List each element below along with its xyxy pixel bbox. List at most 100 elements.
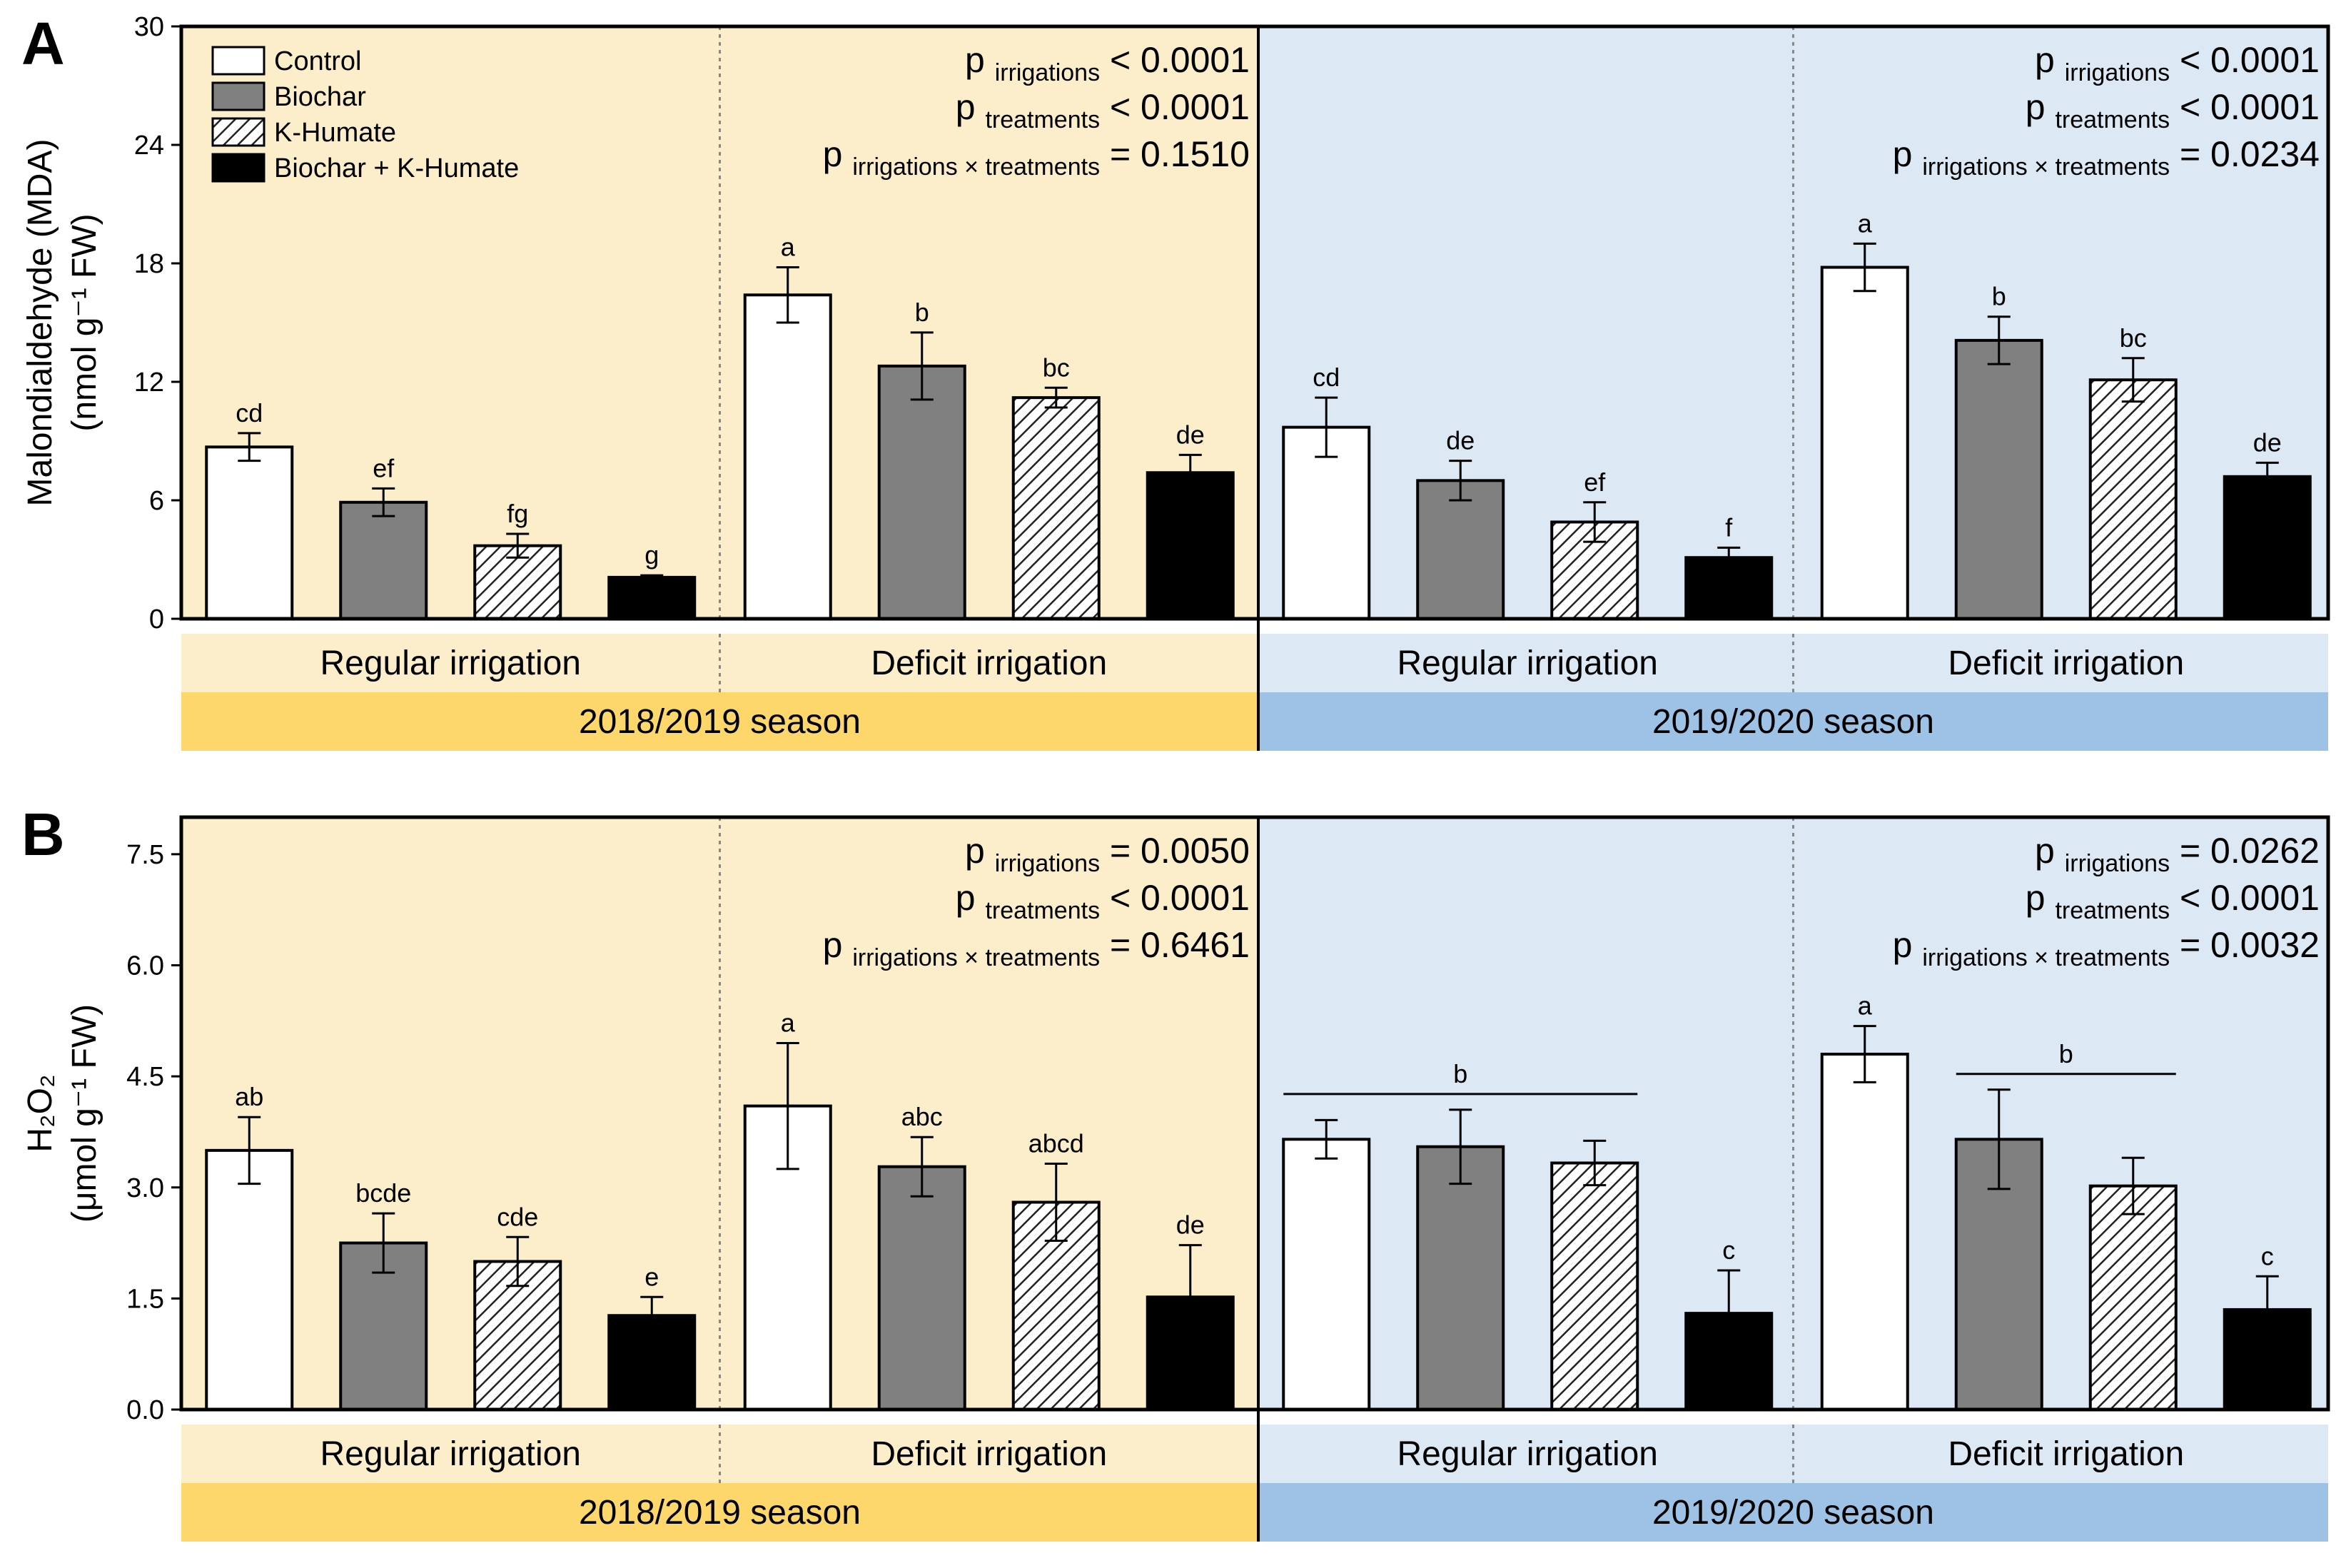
bar-control [1820,265,1909,620]
p-value-row: p treatments < 0.0001 [2026,87,2320,133]
p-value-row: p irrigations = 0.0262 [2035,831,2320,877]
significance-letter: g [644,540,659,570]
p-value-row: p treatments < 0.0001 [2026,878,2320,924]
significance-letter: a [1858,208,1873,238]
irrigation-label: Regular irrigation [320,1435,581,1473]
legend: Control Biochar K-Humate Biochar + K-Humate [211,46,519,183]
legend-label: Biochar [274,82,366,112]
y-tick-label: 6.0 [126,951,164,981]
y-tick-label: 6 [149,486,164,516]
significance-letter: c [1722,1235,1735,1265]
significance-letter: f [1725,512,1733,542]
significance-letter: e [644,1262,659,1291]
significance-letter: abcd [1028,1129,1084,1158]
significance-letter: cde [497,1202,538,1231]
irrigation-label: Regular irrigation [1397,644,1658,682]
significance-letter: fg [507,499,528,528]
y-tick-label: 0 [149,605,164,634]
significance-letter: bc [1043,353,1070,382]
significance-letter: b [2059,1039,2073,1068]
y-axis-title-line1: H₂O₂ [21,1074,59,1152]
biochar-khumate-swatch [211,153,266,183]
p-value-row: p treatments < 0.0001 [956,87,1250,133]
bar-biochar-k-humate [607,1314,697,1412]
season-band-2 [1258,1483,2328,1542]
season-band-1 [181,1483,1258,1542]
y-tick-label: 0.0 [126,1395,164,1425]
significance-letter: cd [236,398,263,428]
season-band-2 [1258,692,2328,751]
p-value-row: p treatments < 0.0001 [956,878,1250,924]
legend-label: K-Humate [274,118,396,148]
season-band-1 [181,692,1258,751]
y-axis-title-line2: (nmol g⁻¹ FW) [66,213,103,431]
bar-k-humate [1550,1161,1639,1411]
season-label: 2018/2019 season [579,703,861,741]
irrigation-label: Regular irrigation [1397,1435,1658,1473]
significance-letter: ef [373,453,395,482]
significance-letter: a [781,233,796,262]
irrigation-label: Deficit irrigation [1948,644,2184,682]
significance-letter: de [1176,420,1205,449]
y-axis-title-line1: Malondialdehyde (MDA) [21,139,59,507]
significance-letter: c [2261,1241,2274,1270]
bar-control [743,293,832,620]
significance-letter: de [1176,1210,1205,1240]
bar-control [205,445,294,620]
panel-label: A [21,10,65,77]
bar-control [1282,1138,1371,1411]
bar-biochar [1416,1145,1505,1411]
significance-letter: de [2253,428,2282,457]
panel-a-mda-chart: 0 6 12 18 24 30 Malondialdehyde (MDA) (nmol g⁻¹… [21,10,2330,751]
p-value-row: p irrigations × treatments = 0.0234 [1893,134,2320,181]
bar-control [205,1148,294,1411]
y-tick-label: 30 [134,12,164,42]
significance-letter: de [1446,426,1475,455]
significance-letter: ab [235,1082,263,1111]
bar-biochar [877,364,966,620]
significance-letter: b [1453,1059,1467,1088]
bar-biochar-k-humate [607,575,697,621]
p-value-row: p irrigations = 0.0050 [965,831,1250,877]
plot-frame [179,815,2330,1412]
bar-control [1820,1053,1909,1411]
bar-biochar-k-humate [2223,475,2312,620]
y-tick-label: 1.5 [126,1284,164,1314]
p-value-row: p irrigations × treatments = 0.0032 [1893,925,2320,971]
khumate-hatched-swatch [211,117,266,147]
irrigation-label: Deficit irrigation [1948,1435,2184,1473]
p-value-row: p irrigations × treatments = 0.1510 [823,134,1250,181]
significance-letter: abc [901,1102,943,1131]
p-value-row: p irrigations < 0.0001 [2035,40,2320,86]
significance-letter: b [1992,282,2006,311]
bar-k-humate [2088,378,2178,620]
biochar-swatch [211,81,266,111]
bar-control [1282,425,1371,621]
irrigation-label: Deficit irrigation [871,644,1107,682]
p-value-row: p irrigations < 0.0001 [965,40,1250,86]
significance-letter: cd [1313,363,1340,392]
significance-letter: a [1858,991,1873,1021]
y-tick-label: 24 [134,131,164,161]
y-tick-label: 3.0 [126,1173,164,1203]
y-tick-label: 12 [134,368,164,398]
season-label: 2019/2020 season [1652,703,1934,741]
significance-letter: ef [1584,467,1606,497]
legend-label: Biochar + K-Humate [274,153,519,183]
significance-letter: bcde [355,1178,411,1208]
season-label: 2018/2019 season [579,1494,861,1532]
bar-k-humate [2088,1184,2178,1412]
plot-frame [179,24,2330,621]
panel-label: B [21,801,65,868]
legend-label: Control [274,46,362,76]
p-value-row: p irrigations × treatments = 0.6461 [823,925,1250,971]
control-swatch [211,46,266,76]
y-tick-label: 7.5 [126,840,164,870]
significance-letter: b [915,298,929,327]
bar-biochar [1954,338,2043,620]
bar-biochar [877,1165,966,1411]
y-tick-label: 4.5 [126,1062,164,1092]
y-axis-title-line2: (μmol g⁻¹ FW) [66,1004,103,1223]
